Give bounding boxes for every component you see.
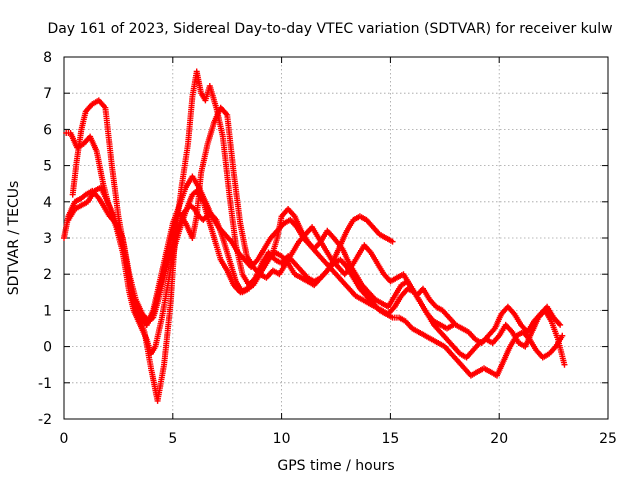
x-tick-label: 5 [168, 431, 177, 447]
y-tick-label: 0 [43, 340, 52, 356]
y-tick-label: 8 [43, 50, 52, 66]
y-tick-label: 2 [43, 267, 52, 283]
satellite-track-4 [65, 104, 564, 346]
tick-layer: 0 5 10 15 20 25 -2 -1 0 1 2 3 4 5 6 7 8 [38, 50, 617, 447]
x-tick-label: 20 [490, 431, 508, 447]
y-tick-label: 3 [43, 231, 52, 247]
x-tick-label: 0 [60, 431, 69, 447]
y-tick-label: 1 [43, 303, 52, 319]
x-tick-label: 15 [381, 431, 399, 447]
y-tick-label: 6 [43, 122, 52, 138]
x-tick-label: 25 [599, 431, 617, 447]
y-tick-label: 4 [43, 195, 52, 211]
series-layer [61, 68, 568, 404]
satellite-track-5 [143, 173, 568, 368]
x-axis-label: GPS time / hours [277, 458, 394, 474]
x-tick-label: 10 [273, 431, 291, 447]
y-tick-label: -1 [38, 376, 52, 392]
y-tick-label: 7 [43, 86, 52, 102]
y-axis-label: SDTVAR / TECUs [6, 181, 22, 296]
y-tick-label: 5 [43, 159, 52, 175]
chart-title: Day 161 of 2023, Sidereal Day-to-day VTE… [47, 21, 612, 37]
y-tick-label: -2 [38, 412, 52, 428]
